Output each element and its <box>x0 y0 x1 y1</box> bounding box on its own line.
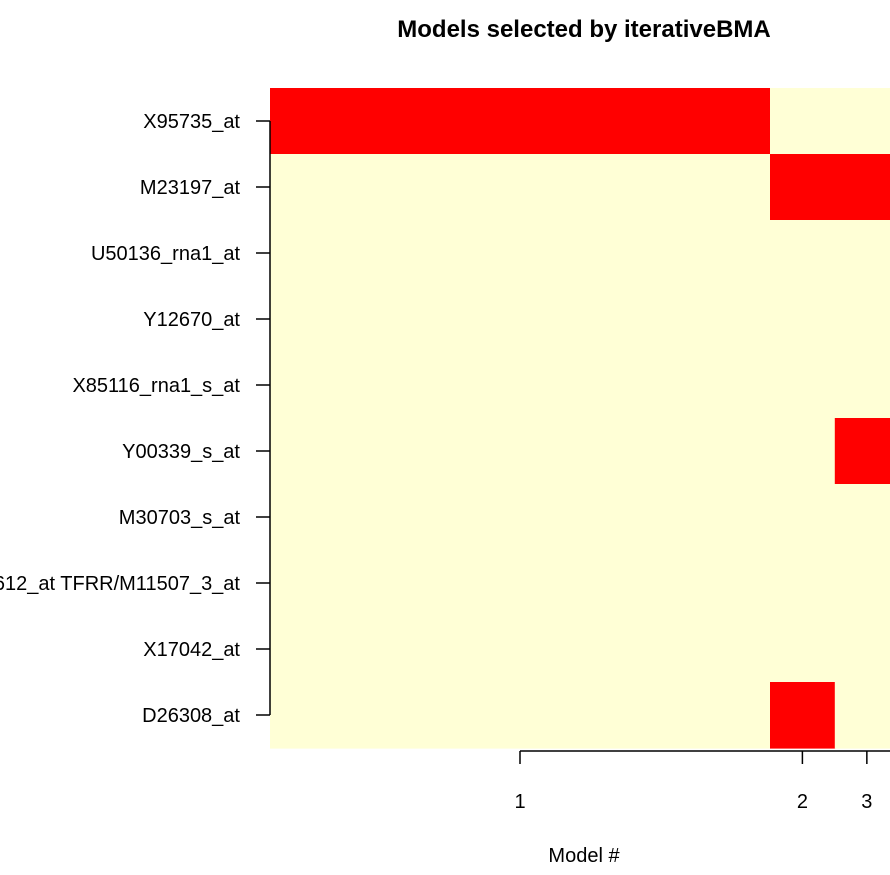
y-tick-label: X85116_rna1_s_at <box>72 375 240 397</box>
cell-not-selected <box>270 352 771 419</box>
cell-selected <box>270 88 771 155</box>
cell-not-selected <box>834 220 890 287</box>
x-tick-label: 3 <box>861 791 872 813</box>
y-axis: X95735_at M23197_at U50136_rna1_at Y12670_a… <box>0 111 271 727</box>
cell-not-selected <box>270 220 771 287</box>
x-tick-label: 2 <box>797 791 808 813</box>
cell-not-selected <box>770 616 836 683</box>
cell-selected <box>834 418 890 485</box>
cell-not-selected <box>770 88 836 155</box>
y-tick-label: HG1612-HT1612_at TFRR/M11507_3_at <box>0 573 240 595</box>
cell-not-selected <box>270 550 771 617</box>
chart-title: Models selected by iterativeBMA <box>397 16 770 43</box>
y-tick-label: D26308_at <box>142 705 240 727</box>
cell-not-selected <box>770 220 836 287</box>
cell-not-selected <box>270 154 771 221</box>
cell-not-selected <box>770 418 836 485</box>
cell-not-selected <box>770 352 836 419</box>
cell-not-selected <box>270 418 771 485</box>
cell-selected <box>770 682 836 749</box>
cell-not-selected <box>270 484 771 551</box>
y-tick-label: M30703_s_at <box>119 507 241 529</box>
y-tick-label: Y00339_s_at <box>122 441 240 463</box>
cell-not-selected <box>834 484 890 551</box>
cell-not-selected <box>834 616 890 683</box>
cell-selected <box>770 154 836 221</box>
cell-not-selected <box>270 286 771 353</box>
x-axis-label: Model # <box>548 845 620 867</box>
cell-not-selected <box>834 286 890 353</box>
cell-not-selected <box>834 352 890 419</box>
x-axis: 123456789 <box>514 750 890 813</box>
y-tick-label: X95735_at <box>143 111 240 133</box>
cell-selected <box>834 154 890 221</box>
y-tick-label: Y12670_at <box>143 309 240 331</box>
cell-not-selected <box>770 550 836 617</box>
cell-not-selected <box>834 88 890 155</box>
cell-not-selected <box>834 682 890 749</box>
y-tick-label: U50136_rna1_at <box>91 243 240 265</box>
heatmap-cells <box>270 88 890 749</box>
x-tick-label: 1 <box>514 791 525 813</box>
y-tick-label: M23197_at <box>140 177 241 199</box>
cell-not-selected <box>270 682 771 749</box>
cell-not-selected <box>834 550 890 617</box>
cell-not-selected <box>770 484 836 551</box>
cell-not-selected <box>270 616 771 683</box>
cell-not-selected <box>770 286 836 353</box>
y-tick-label: X17042_at <box>143 639 240 661</box>
